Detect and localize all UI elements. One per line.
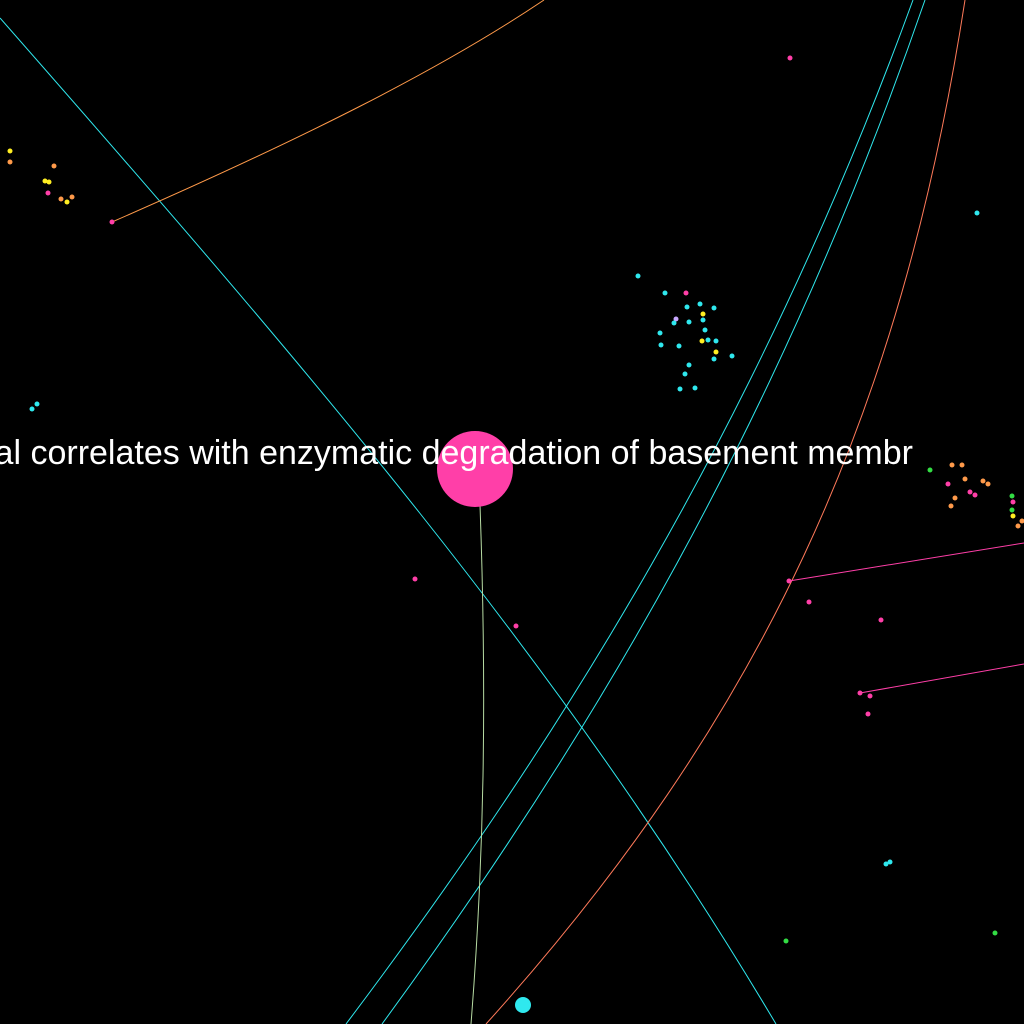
node-green-69[interactable] [992, 930, 998, 936]
edge-orange-top-left [111, 0, 545, 223]
node-magenta-44[interactable] [806, 599, 812, 605]
node-cyan-67[interactable] [887, 859, 893, 865]
node-green-68[interactable] [783, 938, 789, 944]
node-cyan-39[interactable] [677, 386, 683, 392]
node-magenta-45[interactable] [878, 617, 884, 623]
edge-orange-arc [485, 0, 966, 1024]
node-cyan-28[interactable] [657, 330, 663, 336]
node-magenta-48[interactable] [865, 711, 871, 717]
node-magenta-57[interactable] [972, 492, 978, 498]
node-cyan-38[interactable] [682, 371, 688, 377]
node-magenta-42[interactable] [513, 623, 519, 629]
node-caption: ial correlates with enzymatic degradatio… [0, 433, 1024, 477]
node-cyan-17[interactable] [662, 290, 668, 296]
node-cyan-30[interactable] [676, 343, 682, 349]
node-magenta-18[interactable] [683, 290, 689, 296]
node-yellow-12[interactable] [64, 199, 70, 205]
node-cyan-29[interactable] [658, 342, 664, 348]
node-cyan-32[interactable] [705, 337, 711, 343]
node-orange-13[interactable] [69, 194, 75, 200]
nodes-layer [7, 55, 1024, 1013]
node-cyan-large[interactable] [515, 997, 531, 1013]
node-cyan-33[interactable] [713, 338, 719, 344]
node-yellow-63[interactable] [1010, 513, 1016, 519]
node-green-49[interactable] [927, 467, 933, 473]
node-yellow-24[interactable] [700, 311, 706, 317]
node-cyan-19[interactable] [697, 301, 703, 307]
node-yellow-9[interactable] [46, 179, 52, 185]
node-orange-6[interactable] [7, 159, 13, 165]
node-yellow-34[interactable] [713, 349, 719, 355]
node-orange-58[interactable] [952, 495, 958, 501]
node-orange-59[interactable] [948, 503, 954, 509]
node-lavender-22[interactable] [673, 316, 679, 322]
node-cyan-14[interactable] [29, 406, 35, 412]
edge-cyan-diagonal [0, 17, 777, 1024]
node-cyan-25[interactable] [700, 317, 706, 323]
node-cyan-16[interactable] [635, 273, 641, 279]
node-cyan-23[interactable] [686, 319, 692, 325]
edge-magenta-right-lower [859, 663, 1024, 694]
node-yellow-5[interactable] [7, 148, 13, 154]
edge-magenta-right-upper [788, 542, 1024, 582]
node-cyan-36[interactable] [711, 356, 717, 362]
node-orange-53[interactable] [962, 476, 968, 482]
edge-cyan-arc-outer [345, 0, 914, 1024]
node-orange-7[interactable] [51, 163, 57, 169]
caption-text: ial correlates with enzymatic degradatio… [0, 434, 913, 472]
node-cyan-37[interactable] [686, 362, 692, 368]
node-magenta-47[interactable] [867, 693, 873, 699]
node-cyan-4[interactable] [974, 210, 980, 216]
node-orange-50[interactable] [949, 462, 955, 468]
node-magenta-3[interactable] [109, 219, 115, 225]
node-cyan-21[interactable] [711, 305, 717, 311]
node-magenta-2[interactable] [787, 55, 793, 61]
node-cyan-66[interactable] [883, 861, 889, 867]
node-magenta-43[interactable] [786, 578, 792, 584]
node-orange-51[interactable] [959, 462, 965, 468]
node-yellow-8[interactable] [42, 178, 48, 184]
node-magenta-46[interactable] [857, 690, 863, 696]
node-cyan-15[interactable] [34, 401, 40, 407]
node-cyan-26[interactable] [671, 320, 677, 326]
node-orange-55[interactable] [985, 481, 991, 487]
hub-node[interactable] [437, 431, 513, 507]
node-magenta-56[interactable] [967, 489, 973, 495]
node-cyan-20[interactable] [684, 304, 690, 310]
node-magenta-61[interactable] [1010, 499, 1016, 505]
node-cyan-27[interactable] [702, 327, 708, 333]
node-orange-65[interactable] [1019, 518, 1024, 524]
node-yellow-31[interactable] [699, 338, 705, 344]
edge-pale-green-stem [470, 504, 485, 1024]
edge-cyan-arc-inner [381, 0, 926, 1024]
node-magenta-41[interactable] [412, 576, 418, 582]
node-magenta-52[interactable] [945, 481, 951, 487]
node-magenta-10[interactable] [45, 190, 51, 196]
node-green-62[interactable] [1009, 507, 1015, 513]
node-cyan-40[interactable] [692, 385, 698, 391]
node-orange-54[interactable] [980, 478, 986, 484]
node-green-60[interactable] [1009, 493, 1015, 499]
node-orange-11[interactable] [58, 196, 64, 202]
node-orange-64[interactable] [1015, 523, 1021, 529]
node-cyan-35[interactable] [729, 353, 735, 359]
